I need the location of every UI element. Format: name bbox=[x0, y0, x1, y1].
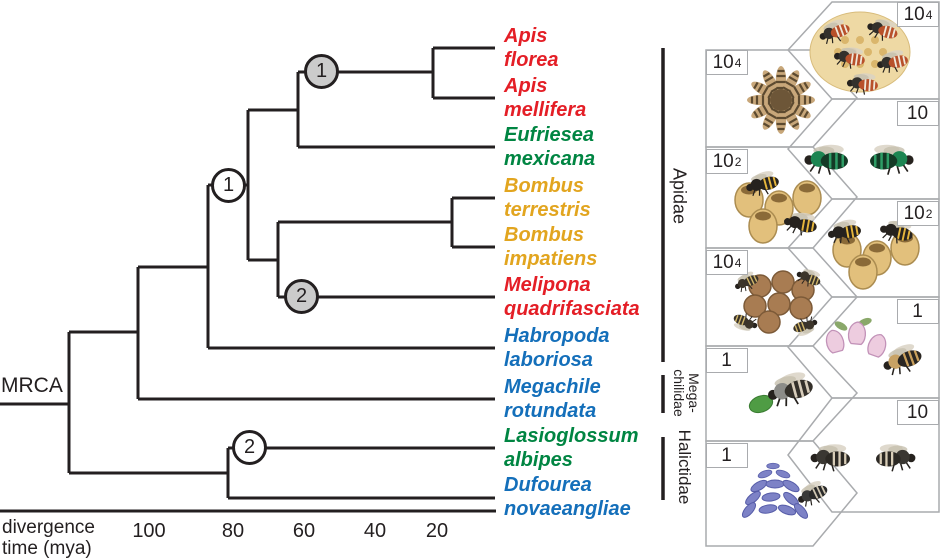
colony-size-panel bbox=[705, 1, 940, 547]
node-circle-origin-2-gray: 2 bbox=[284, 279, 319, 314]
node-circle-origin-2-white: 2 bbox=[232, 430, 267, 465]
species-label-apis-mellifera: Apis mellifera bbox=[504, 75, 587, 121]
colony-size-apis-mellifera: 10 4 bbox=[706, 50, 748, 75]
colony-size-dufourea-novaeangliae: 1 bbox=[706, 443, 748, 468]
species-label-habropoda-laboriosa: Habropoda laboriosa bbox=[504, 325, 610, 371]
megachile-rotundata-illustration bbox=[748, 367, 818, 414]
colony-size-bombus-impatiens: 10 2 bbox=[897, 201, 939, 226]
melipona-quadrifasciata-illustration bbox=[730, 264, 824, 339]
node-circle-origin-1-gray: 1 bbox=[304, 54, 339, 89]
family-label-megachilidae: Mega-chilidae bbox=[671, 369, 702, 417]
colony-size-bombus-terrestris: 10 2 bbox=[706, 149, 748, 174]
species-label-eufriesea-mexicana: Eufriesea mexicana bbox=[504, 124, 596, 170]
lasioglossum-albipes-illustration bbox=[809, 443, 917, 473]
mrca-label: MRCA bbox=[1, 374, 63, 397]
species-label-lasioglossum-albipes: Lasioglossum albipes bbox=[504, 425, 639, 471]
axis-title: divergence time (mya) bbox=[2, 517, 95, 559]
axis-tick-80: 80 bbox=[221, 520, 245, 542]
colony-size-megachile-rotundata: 1 bbox=[706, 348, 748, 373]
dufourea-novaeangliae-illustration bbox=[739, 462, 832, 521]
species-label-megachile-rotundata: Megachile rotundata bbox=[504, 376, 601, 422]
axis-tick-20: 20 bbox=[425, 520, 449, 542]
apis-florea-illustration bbox=[809, 11, 911, 97]
species-label-bombus-impatiens: Bombus impatiens bbox=[504, 224, 598, 270]
eufriesea-mexicana-illustration bbox=[803, 143, 915, 176]
family-label-halictidae: Halictidae bbox=[675, 429, 694, 505]
colony-size-lasioglossum-albipes: 10 bbox=[897, 400, 939, 425]
axis-tick-60: 60 bbox=[292, 520, 316, 542]
apis-mellifera-illustration bbox=[745, 64, 817, 136]
family-label-apidae: Apidae bbox=[669, 167, 690, 225]
colony-size-habropoda-laboriosa: 1 bbox=[897, 299, 939, 324]
axis-tick-40: 40 bbox=[363, 520, 387, 542]
tree-internal-branches bbox=[136, 48, 454, 498]
habropoda-laboriosa-illustration bbox=[823, 317, 927, 381]
tree-tip-branches bbox=[138, 46, 495, 500]
tree-backbone bbox=[0, 330, 228, 475]
colony-size-eufriesea-mexicana: 10 bbox=[897, 101, 939, 126]
colony-size-melipona-quadrifasciata: 10 4 bbox=[706, 250, 748, 275]
species-label-dufourea-novaeangliae: Dufourea novaeangliae bbox=[504, 474, 631, 520]
species-label-bombus-terrestris: Bombus terrestris bbox=[504, 175, 591, 221]
species-label-melipona-quadrifasciata: Melipona quadrifasciata bbox=[504, 274, 640, 320]
species-label-apis-florea: Apis florea bbox=[504, 25, 559, 71]
colony-size-apis-florea: 10 4 bbox=[897, 2, 939, 27]
bombus-terrestris-illustration bbox=[734, 167, 822, 244]
axis-tick-100: 100 bbox=[132, 520, 166, 542]
panel-box-outlines bbox=[705, 1, 940, 547]
node-circle-origin-1-white: 1 bbox=[211, 168, 246, 203]
